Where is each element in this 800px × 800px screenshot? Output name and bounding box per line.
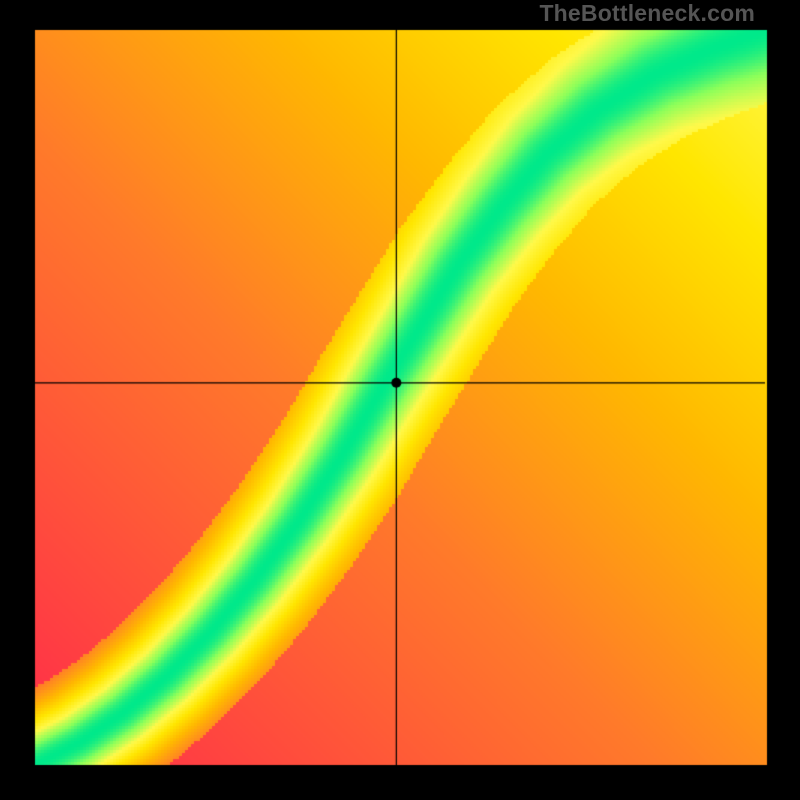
watermark-text: TheBottleneck.com [539, 0, 755, 27]
bottleneck-heatmap-canvas [0, 0, 800, 800]
chart-container: TheBottleneck.com [0, 0, 800, 800]
